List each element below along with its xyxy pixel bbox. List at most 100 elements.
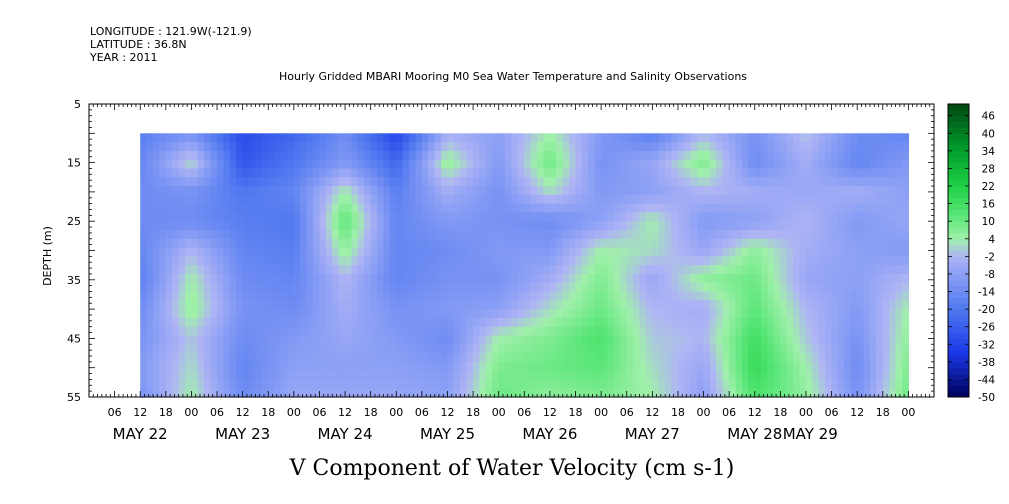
heatmap-cell <box>517 361 525 372</box>
heatmap-cell <box>421 265 429 275</box>
heatmap-cell <box>549 238 557 249</box>
heatmap-cell <box>345 221 353 231</box>
heatmap-cell <box>345 229 353 240</box>
heatmap-cell <box>165 133 173 143</box>
heatmap-cell <box>607 353 615 363</box>
heatmap-cell <box>716 361 724 372</box>
heatmap-cell <box>223 142 231 152</box>
heatmap-cell <box>505 168 513 178</box>
heatmap-cell <box>153 265 161 275</box>
heatmap-cell <box>633 229 641 240</box>
heatmap-cell <box>601 186 609 196</box>
heatmap-cell <box>639 326 647 337</box>
heatmap-cell <box>620 212 628 222</box>
heatmap-cell <box>805 159 813 170</box>
heatmap-cell <box>191 238 199 249</box>
heatmap-cell <box>146 247 154 257</box>
heatmap-cell <box>402 344 410 354</box>
heatmap-cell <box>818 229 826 240</box>
heatmap-cell <box>466 238 474 249</box>
heatmap-cell <box>249 326 257 337</box>
heatmap-cell <box>780 317 788 328</box>
heatmap-cell <box>773 388 781 398</box>
heatmap-cell <box>882 379 890 389</box>
heatmap-cell <box>447 221 455 231</box>
heatmap-cell <box>575 361 583 372</box>
heatmap-cell <box>146 186 154 196</box>
heatmap-cell <box>594 309 602 319</box>
heatmap-cell <box>530 142 538 152</box>
heatmap-cell <box>306 273 314 284</box>
heatmap-cell <box>799 229 807 240</box>
heatmap-cell <box>159 379 167 389</box>
heatmap-cell <box>761 309 769 319</box>
heatmap-cell <box>850 335 858 345</box>
heatmap-cell <box>876 273 884 284</box>
heatmap-cell <box>594 229 602 240</box>
x-tick-label: 00 <box>594 406 608 419</box>
heatmap-cell <box>709 238 717 249</box>
heatmap-cell <box>281 344 289 354</box>
heatmap-cell <box>613 317 621 328</box>
heatmap-cell <box>741 177 749 187</box>
heatmap-cell <box>306 317 314 328</box>
heatmap-cell <box>901 309 909 319</box>
heatmap-cell <box>569 159 577 170</box>
heatmap-cell <box>370 256 378 266</box>
heatmap-cell <box>306 344 314 354</box>
heatmap-cell <box>204 317 212 328</box>
heatmap-cell <box>460 282 468 293</box>
heatmap-cell <box>441 300 449 310</box>
heatmap-cell <box>684 142 692 152</box>
heatmap-cell <box>255 177 263 187</box>
heatmap-cell <box>690 194 698 205</box>
heatmap-cell <box>876 282 884 293</box>
heatmap-cell <box>409 344 417 354</box>
heatmap-cell <box>274 317 282 328</box>
heatmap-cell <box>524 291 532 301</box>
heatmap-cell <box>140 379 148 389</box>
heatmap-cell <box>185 353 193 363</box>
heatmap-cell <box>613 247 621 257</box>
heatmap-cell <box>601 133 609 143</box>
heatmap-cell <box>428 203 436 214</box>
heatmap-cell <box>658 326 666 337</box>
heatmap-cell <box>524 159 532 170</box>
heatmap-cell <box>415 370 423 381</box>
heatmap-cell <box>453 247 461 257</box>
heatmap-cell <box>889 168 897 178</box>
heatmap-cell <box>421 177 429 187</box>
heatmap-cell <box>165 142 173 152</box>
heatmap-cell <box>159 388 167 398</box>
heatmap-cell <box>613 273 621 284</box>
heatmap-cell <box>537 159 545 170</box>
heatmap-cell <box>146 291 154 301</box>
heatmap-cell <box>281 291 289 301</box>
heatmap-cell <box>530 300 538 310</box>
x-tick-label: 18 <box>876 406 890 419</box>
heatmap-cell <box>601 353 609 363</box>
heatmap-cell <box>473 309 481 319</box>
heatmap-cell <box>313 150 321 161</box>
heatmap-cell <box>466 282 474 293</box>
heatmap-cell <box>268 282 276 293</box>
heatmap-cell <box>306 221 314 231</box>
heatmap-cell <box>172 309 180 319</box>
heatmap-cell <box>274 309 282 319</box>
heatmap-cell <box>146 317 154 328</box>
heatmap-cell <box>805 203 813 214</box>
heatmap-cell <box>895 379 903 389</box>
heatmap-cell <box>223 229 231 240</box>
heatmap-cell <box>735 133 743 143</box>
heatmap-cell <box>364 168 372 178</box>
heatmap-cell <box>863 142 871 152</box>
heatmap-cell <box>613 203 621 214</box>
colorbar-label: -32 <box>978 339 995 351</box>
heatmap-cell <box>300 370 308 381</box>
heatmap-cell <box>217 133 225 143</box>
heatmap-cell <box>210 291 218 301</box>
heatmap-cell <box>185 370 193 381</box>
heatmap-cell <box>274 335 282 345</box>
heatmap-cell <box>844 370 852 381</box>
heatmap-cell <box>485 335 493 345</box>
